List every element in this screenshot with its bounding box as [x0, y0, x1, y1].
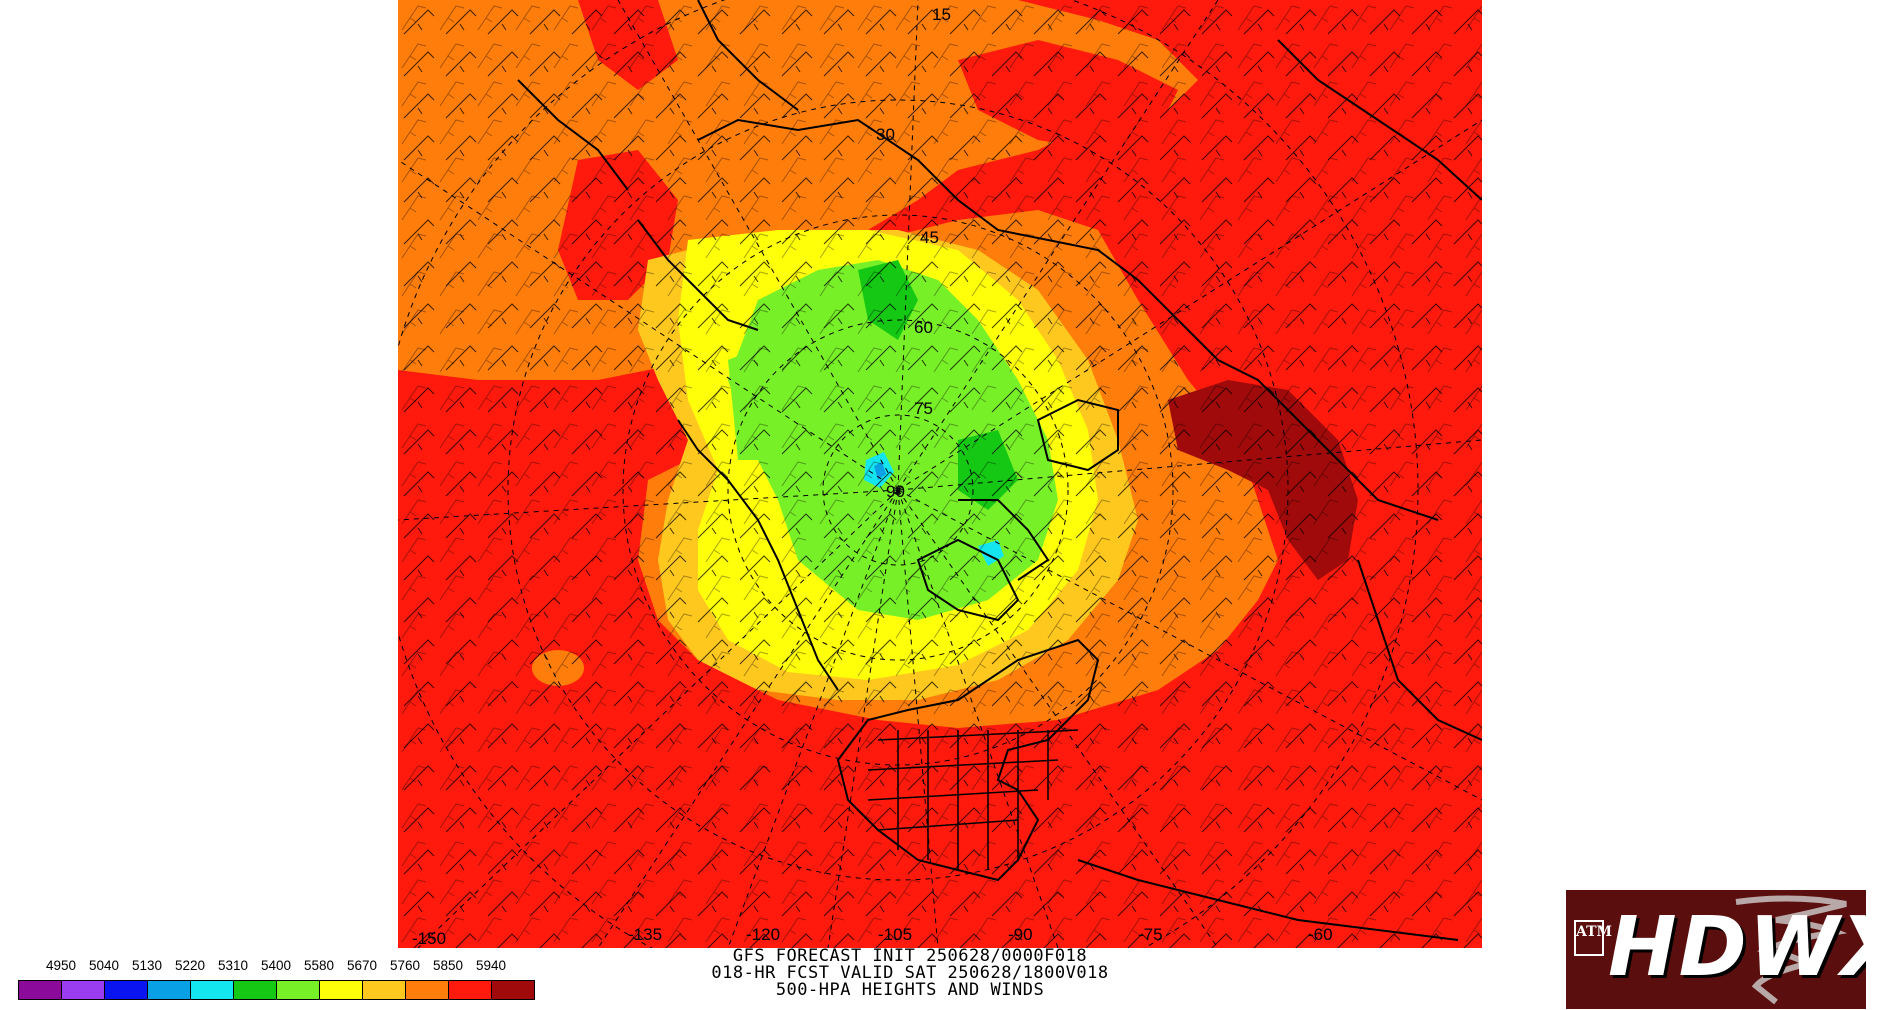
atm-mark: ATM [1574, 920, 1612, 956]
legend-level-label: 4950 [45, 958, 77, 973]
tornado-icon [1735, 895, 1848, 1005]
map-label-m60: -60 [1308, 925, 1333, 944]
legend-level-label: 5670 [346, 958, 378, 973]
state-borders [867, 729, 1079, 870]
map-label-m105: -105 [878, 925, 912, 944]
wind-barbs-2 [398, 0, 1482, 948]
coastlines [517, 0, 1482, 941]
map-label-15: 15 [932, 5, 951, 24]
legend-swatch [190, 980, 234, 1000]
map-label-90: 90 [886, 482, 905, 501]
map-label-60: 60 [914, 318, 933, 337]
map-label-m120: -120 [746, 925, 780, 944]
legend-level-label: 5310 [217, 958, 249, 973]
legend-level-label: 5130 [131, 958, 163, 973]
color-legend: 4950 5040 5130 5220 5310 5400 5580 5670 5760 5850… [18, 958, 538, 1002]
map-svg: 15 30 45 60 75 90 -150 -135 -120 -105 -9… [398, 0, 1482, 948]
legend-level-label: 5760 [389, 958, 421, 973]
legend-swatch [362, 980, 406, 1000]
map-label-45: 45 [920, 228, 939, 247]
legend-level-label: 5850 [432, 958, 464, 973]
legend-swatch [61, 980, 105, 1000]
legend-swatch [104, 980, 148, 1000]
map-label-75: 75 [914, 399, 933, 418]
hdwx-logo: ATM HDWX [1566, 890, 1866, 1009]
map-label-m150: -150 [412, 929, 446, 948]
caption-line-1: GFS FORECAST INIT 250628/0000F018 [732, 946, 1088, 966]
legend-level-label: 5400 [260, 958, 292, 973]
legend-swatch [147, 980, 191, 1000]
hdwx-wordmark: HDWX [1608, 900, 1866, 995]
map-label-m75: -75 [1138, 925, 1163, 944]
map-label-m90: -90 [1008, 925, 1033, 944]
legend-swatch [18, 980, 62, 1000]
legend-swatch [448, 980, 492, 1000]
legend-level-label: 5940 [475, 958, 507, 973]
map-label-m135: -135 [628, 925, 662, 944]
caption-line-2: 018-HR FCST VALID SAT 250628/1800V018 [711, 963, 1109, 983]
forecast-caption: GFS FORECAST INIT 250628/0000F018 018-HR… [560, 948, 1260, 999]
legend-level-label: 5040 [88, 958, 120, 973]
map-label-30: 30 [876, 125, 895, 144]
legend-swatch [319, 980, 363, 1000]
legend-level-label: 5220 [174, 958, 206, 973]
legend-swatch [233, 980, 277, 1000]
caption-line-3: 500-HPA HEIGHTS AND WINDS [775, 980, 1045, 1000]
legend-level-label: 5580 [303, 958, 335, 973]
map-labels: 15 30 45 60 75 90 -150 -135 -120 -105 -9… [412, 5, 1333, 948]
forecast-map: 15 30 45 60 75 90 -150 -135 -120 -105 -9… [398, 0, 1482, 948]
legend-swatch [491, 980, 535, 1000]
legend-swatch [405, 980, 449, 1000]
graticule [398, 0, 1482, 948]
legend-swatch [276, 980, 320, 1000]
